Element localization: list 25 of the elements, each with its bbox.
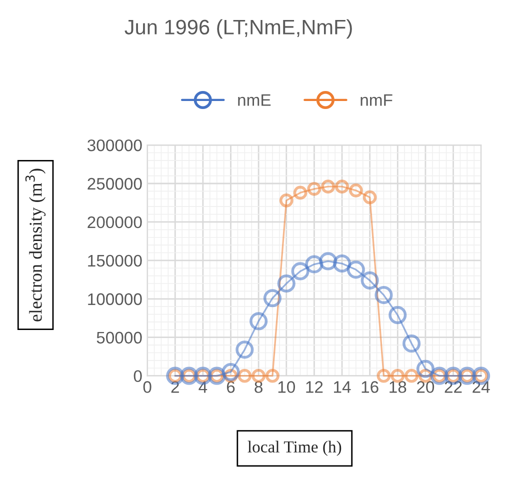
legend-label: nmE	[238, 94, 271, 106]
x-tick-label: 2	[171, 381, 179, 393]
chart-title: Jun 1996 (LT;NmE,NmF)	[124, 19, 352, 39]
x-tick-label: 24	[472, 381, 490, 393]
y-tick-label: 200000	[88, 216, 142, 228]
x-tick-label: 4	[198, 381, 208, 393]
x-tick-label: 20	[417, 381, 434, 393]
x-tick-label: 8	[254, 381, 262, 393]
x-tick-label: 14	[334, 381, 351, 393]
y-tick-label: 0	[134, 370, 142, 382]
x-tick-label: 10	[278, 381, 296, 393]
y-tick-label: 300000	[87, 139, 142, 152]
x-tick-label: 18	[390, 381, 406, 393]
y-tick-label: 150000	[88, 254, 142, 267]
x-tick-label: 22	[444, 381, 462, 393]
x-tick-label: 6	[226, 381, 235, 393]
x-tick-label: 16	[362, 381, 378, 393]
y-axis-title: electron density (m$^{3}$)	[25, 168, 46, 322]
x-tick-label: 12	[306, 381, 323, 393]
y-tick-label: 100000	[88, 293, 142, 306]
x-axis-title: local Time (h)	[248, 440, 342, 456]
x-tick-label: 0	[143, 381, 152, 393]
y-tick-label: 50000	[96, 332, 142, 344]
y-tick-label: 250000	[88, 178, 142, 190]
legend-label: nmF	[360, 94, 392, 106]
